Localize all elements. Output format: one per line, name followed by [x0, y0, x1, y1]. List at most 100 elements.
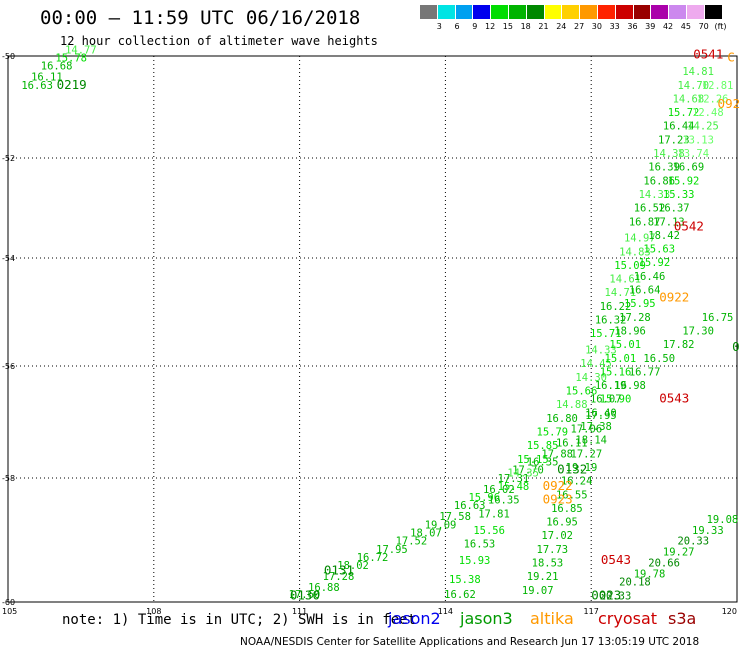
wave-height-point: 15.48 — [498, 481, 530, 493]
wave-height-point: 15.63 — [643, 244, 675, 256]
wave-height-point: 19.19 — [566, 462, 598, 474]
wave-height-point: 16.46 — [634, 271, 666, 283]
color-swatch — [580, 5, 598, 19]
color-scale-cell: 24 — [544, 5, 566, 31]
wave-height-point: 20.33 — [600, 590, 632, 602]
wave-height-point: 17.38 — [580, 421, 612, 433]
color-scale-label: 21 — [538, 22, 549, 31]
wave-height-point: 14.81 — [682, 66, 714, 78]
units-note: note: 1) Time is in UTC; 2) SWH is in fe… — [62, 612, 417, 628]
satellite-legend-item: jason2 — [388, 609, 441, 628]
wave-height-point: 16.64 — [629, 285, 661, 297]
color-swatch — [473, 5, 492, 19]
color-scale-cell: 42 — [651, 5, 673, 31]
color-scale-cell: 3 — [420, 5, 442, 31]
wave-height-point: 16.69 — [673, 162, 705, 174]
wave-height-point: 15.15 — [517, 454, 549, 466]
wave-height-point: 17.70 — [512, 465, 544, 477]
wave-height-point: 15.72 — [668, 107, 700, 119]
wave-height-point: 17.60 — [289, 589, 321, 601]
color-scale-cell: (ft) — [704, 5, 727, 31]
wave-height-point: 15.92 — [639, 257, 671, 269]
wave-height-point: 16.19 — [595, 380, 627, 392]
wave-height-point: 16.86 — [643, 175, 675, 187]
color-scale-cell: 27 — [562, 5, 584, 31]
wave-height-point: 20.66 — [648, 558, 680, 570]
wave-height-point: 17.28 — [323, 571, 355, 583]
wave-height-point: 14.45 — [580, 358, 612, 370]
wave-height-point: 15.79 — [537, 426, 569, 438]
wave-height-point: 16.02 — [483, 484, 515, 496]
wave-height-point: 16.11 — [31, 72, 63, 84]
color-scale-cell: 21 — [526, 5, 549, 31]
wave-height-point: 19.78 — [634, 568, 666, 580]
color-swatch — [420, 5, 438, 19]
pass-time-label: 0023 — [591, 587, 621, 602]
wave-height-point: 14.70 — [677, 80, 709, 92]
color-swatch — [686, 5, 705, 19]
plot-frame — [7, 55, 738, 603]
color-swatch — [508, 5, 527, 19]
y-tick-label: -50 — [2, 52, 15, 61]
color-scale-legend: 3 6 9 12 15 18 21 24 27 30 33 36 39 42 45 70 (ft) — [420, 5, 727, 31]
pass-time-label: 0922 — [659, 290, 689, 305]
wave-height-point: 16.85 — [551, 503, 583, 515]
wave-height-point: 15.71 — [590, 328, 622, 340]
wave-height-point: 14.33 — [639, 189, 671, 201]
wave-height-point: 16.11 — [556, 437, 588, 449]
color-swatch — [597, 5, 616, 19]
color-scale-label: 6 — [454, 22, 460, 31]
satellite-legend-item: cryosat — [598, 609, 658, 628]
wave-height-point: 17.52 — [396, 536, 428, 548]
wave-height-point: 17.06 — [571, 424, 603, 436]
x-tick-label: 117 — [584, 607, 599, 616]
wave-height-point: 17.95 — [585, 410, 617, 422]
color-scale-label: 18 — [520, 22, 531, 31]
satellite-legend-item: s3a — [668, 609, 697, 628]
wave-height-point: 15.01 — [609, 339, 641, 351]
wave-height-point: 19.27 — [663, 547, 695, 559]
color-scale-cell: 9 — [455, 5, 477, 31]
wave-height-point: 15.33 — [663, 189, 695, 201]
wave-height-point: 14.97 — [624, 233, 656, 245]
x-tick-label: 108 — [146, 607, 161, 616]
wave-height-point: 15.01 — [605, 353, 637, 365]
pass-time-label: 0542 — [674, 219, 704, 234]
wave-height-point: 15.85 — [527, 440, 559, 452]
wave-height-point: 14.25 — [687, 121, 719, 133]
wave-height-point: 13.74 — [677, 148, 709, 160]
wave-height-point: 18.02 — [337, 560, 369, 572]
pass-time-label: 0130 — [290, 587, 320, 602]
wave-height-point: 16.24 — [561, 476, 593, 488]
wave-height-point: 17.27 — [571, 448, 603, 460]
pass-time-label: 0543 — [601, 552, 631, 567]
x-tick-label: 105 — [2, 607, 17, 616]
x-tick-label: 114 — [438, 607, 453, 616]
color-scale-label: (ft) — [714, 22, 727, 31]
wave-height-point: 15.66 — [566, 386, 598, 398]
page-title: 00:00 – 11:59 UTC 06/16/2018 — [40, 7, 361, 29]
color-scale-label: 24 — [556, 22, 567, 31]
wave-height-point: 14.30 — [575, 372, 607, 384]
wave-height-point: 18.53 — [532, 558, 564, 570]
x-tick-label: 111 — [292, 607, 307, 616]
wave-height-point: 17.13 — [653, 216, 685, 228]
color-scale-label: 12 — [485, 22, 496, 31]
wave-height-point: 20.18 — [619, 577, 651, 589]
wave-height-point: 17.02 — [541, 530, 573, 542]
color-swatch — [651, 5, 670, 19]
wave-height-point: 14.83 — [619, 246, 651, 258]
wave-height-point: 15.56 — [473, 525, 505, 537]
wave-height-point: 15.95 — [624, 298, 656, 310]
wave-height-point: 14.71 — [605, 287, 637, 299]
wave-height-point: 18.14 — [575, 435, 607, 447]
wave-height-point: 16.77 — [629, 366, 661, 378]
color-scale-label: 3 — [436, 22, 442, 31]
wave-height-point: 18.96 — [614, 325, 646, 337]
wave-height-point: 12.48 — [692, 107, 724, 119]
wave-height-point: 16.22 — [600, 301, 632, 313]
wave-height-point: 14.88 — [556, 399, 588, 411]
wave-height-point: 18.42 — [648, 230, 680, 242]
wave-height-point: 17.82 — [663, 339, 695, 351]
color-scale-label: 27 — [573, 22, 585, 31]
